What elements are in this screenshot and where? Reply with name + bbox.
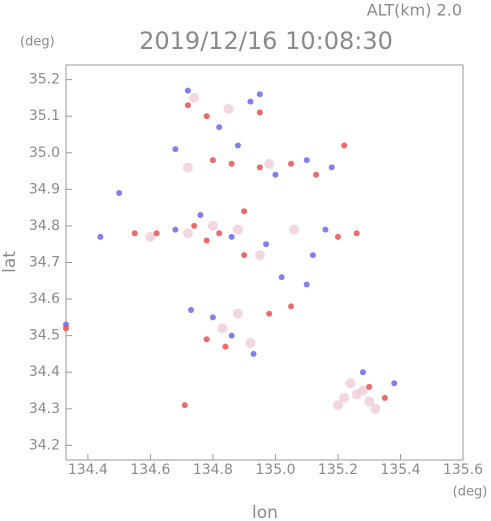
y-tick-label: 34.8 xyxy=(29,218,60,234)
x-tick-label: 134.8 xyxy=(193,462,233,478)
radar-echo xyxy=(191,222,198,229)
radar-echo xyxy=(203,237,210,244)
radar-echo xyxy=(278,274,285,281)
y-tick-label: 34.4 xyxy=(29,364,60,380)
x-unit: (deg) xyxy=(453,485,488,500)
radar-echo xyxy=(364,396,375,407)
radar-echo xyxy=(256,91,263,98)
radar-echo xyxy=(145,231,156,242)
radar-echo xyxy=(217,323,228,334)
radar-echo xyxy=(322,226,329,233)
x-tick-label: 135.2 xyxy=(318,462,358,478)
radar-echo xyxy=(188,307,195,314)
radar-echo xyxy=(341,142,348,149)
radar-echo xyxy=(182,228,193,239)
y-tick-label: 35.1 xyxy=(29,108,60,124)
chart-title: 2019/12/16 10:08:30 xyxy=(139,27,393,55)
radar-echo xyxy=(247,98,254,105)
y-tick-label: 34.9 xyxy=(29,181,60,197)
radar-echo xyxy=(216,124,223,131)
radar-echo xyxy=(289,224,300,235)
y-tick-label: 35.2 xyxy=(29,72,60,88)
radar-echo xyxy=(245,337,256,348)
radar-echo xyxy=(209,314,216,321)
radar-echo xyxy=(207,220,218,231)
y-tick-label: 35.0 xyxy=(29,145,60,161)
x-tick-label: 135.0 xyxy=(255,462,295,478)
radar-echo xyxy=(288,160,295,167)
radar-echo xyxy=(391,380,398,387)
radar-echo xyxy=(345,378,356,389)
plot-frame xyxy=(65,64,464,461)
radar-echo xyxy=(256,109,263,116)
radar-echo xyxy=(264,158,275,169)
radar-echo xyxy=(216,230,223,237)
y-unit: (deg) xyxy=(20,35,55,50)
radar-echo xyxy=(266,310,273,317)
radar-echo xyxy=(339,392,350,403)
radar-echo xyxy=(241,208,248,215)
radar-echo xyxy=(203,336,210,343)
radar-echo xyxy=(222,343,229,350)
radar-echo xyxy=(313,171,320,178)
radar-echo xyxy=(97,233,104,240)
radar-echo xyxy=(332,400,343,411)
radar-echo xyxy=(256,164,263,171)
radar-echo xyxy=(197,211,204,218)
x-axis-label: lon xyxy=(252,503,278,521)
radar-echo xyxy=(116,190,123,197)
radar-echo xyxy=(172,146,179,153)
radar-echo xyxy=(131,230,138,237)
radar-echo xyxy=(288,303,295,310)
radar-echo xyxy=(272,171,279,178)
radar-echo xyxy=(366,383,373,390)
radar-echo xyxy=(241,252,248,259)
radar-echo xyxy=(370,403,381,414)
radar-echo xyxy=(232,224,243,235)
x-tick-label: 134.4 xyxy=(68,462,108,478)
radar-echo xyxy=(203,113,210,120)
radar-echo xyxy=(182,162,193,173)
radar-echo xyxy=(189,92,200,103)
radar-echo xyxy=(228,332,235,339)
radar-echo xyxy=(223,103,234,114)
y-tick-label: 34.2 xyxy=(29,437,60,453)
y-tick-label: 34.5 xyxy=(29,328,60,344)
radar-echo xyxy=(334,233,341,240)
radar-echo xyxy=(153,230,160,237)
radar-echo xyxy=(228,233,235,240)
radar-echo xyxy=(184,102,191,109)
radar-echo xyxy=(254,250,265,261)
radar-echo xyxy=(303,157,310,164)
y-tick-label: 34.7 xyxy=(29,255,60,271)
radar-echo xyxy=(328,164,335,171)
radar-echo xyxy=(172,226,179,233)
radar-echo xyxy=(263,241,270,248)
y-tick-label: 34.3 xyxy=(29,401,60,417)
radar-echo xyxy=(357,385,368,396)
radar-echo xyxy=(359,369,366,376)
x-tick-label: 134.6 xyxy=(130,462,170,478)
radar-echo xyxy=(184,87,191,94)
altitude-label: ALT(km) 2.0 xyxy=(367,1,462,20)
radar-echo xyxy=(309,252,316,259)
radar-echo xyxy=(353,230,360,237)
radar-echo xyxy=(250,350,257,357)
y-axis-label: lat xyxy=(0,251,20,273)
radar-echo xyxy=(234,142,241,149)
radar-echo xyxy=(63,325,69,332)
x-tick-label: 135.4 xyxy=(380,462,420,478)
radar-echo xyxy=(232,308,243,319)
radar-echo xyxy=(209,157,216,164)
radar-echo xyxy=(381,394,388,401)
radar-echo xyxy=(181,402,188,409)
x-tick-label: 135.6 xyxy=(443,462,483,478)
radar-echo xyxy=(303,281,310,288)
radar-echo xyxy=(228,160,235,167)
y-tick-label: 34.6 xyxy=(29,291,60,307)
